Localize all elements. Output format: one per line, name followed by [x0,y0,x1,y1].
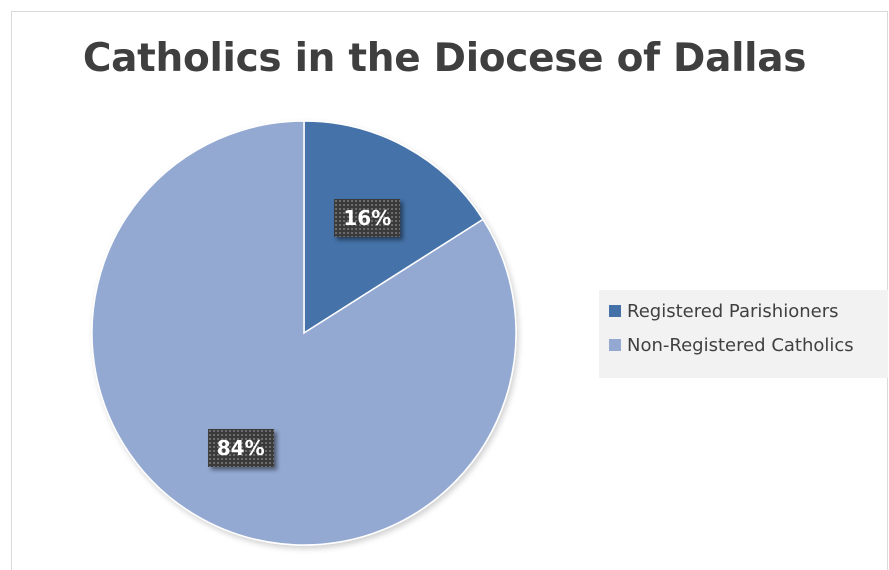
legend-label: Non-Registered Catholics [627,334,854,356]
data-label-registered-parishioners: 16% [334,198,401,237]
legend-item-non-registered-catholics: Non-Registered Catholics [609,334,888,356]
legend-item-registered-parishioners: Registered Parishioners [609,300,888,322]
pie-slice-non-registered-catholics [91,120,517,546]
legend-swatch [609,339,621,351]
chart-title: Catholics in the Diocese of Dallas [82,36,807,81]
data-label-non-registered-catholics: 84% [207,429,274,468]
legend-swatch [609,305,621,317]
legend: Registered Parishioners Non-Registered C… [599,290,888,378]
legend-label: Registered Parishioners [627,300,839,322]
